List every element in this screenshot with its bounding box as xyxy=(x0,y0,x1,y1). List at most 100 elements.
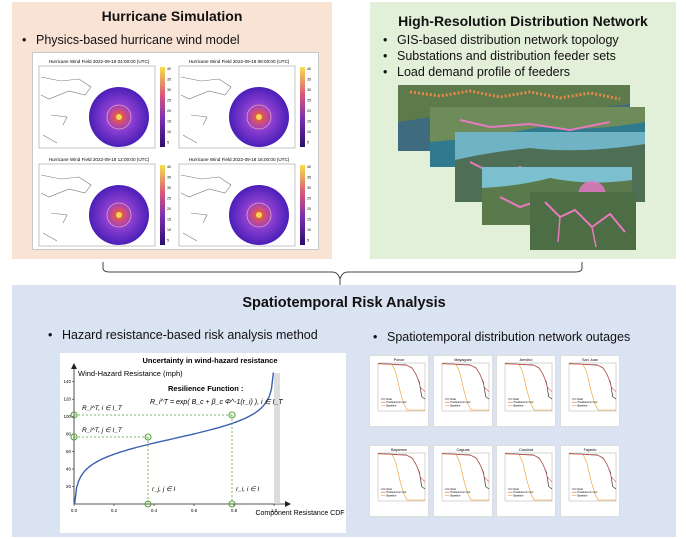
storm-eye xyxy=(116,212,122,218)
outage-plot-frame xyxy=(568,452,616,502)
colorbar-tick: 30 xyxy=(307,186,311,190)
colorbar-tick: 20 xyxy=(307,109,311,113)
outage-plot-title: Mayaguez xyxy=(454,358,472,362)
legend-label: Baseline xyxy=(386,493,397,497)
colorbar-tick: 5 xyxy=(307,141,309,145)
risk-panel-title: Spatiotemporal Risk Analysis xyxy=(242,295,446,311)
wind-ring xyxy=(106,104,132,130)
storm-eye xyxy=(256,114,262,120)
hurricane-bullet: • Physics-based hurricane wind model xyxy=(22,33,240,47)
colorbar-tick: 30 xyxy=(167,186,171,190)
marker-x-left xyxy=(144,500,152,508)
legend-label: Predicted w/ Corr xyxy=(450,490,470,494)
predicted-line xyxy=(568,363,616,393)
outage-plot-title: Ponce xyxy=(394,358,405,362)
coastline xyxy=(42,114,68,144)
coastline xyxy=(180,76,232,100)
colorbar xyxy=(300,165,305,245)
legend-label: Real xyxy=(513,487,519,491)
wind-ring xyxy=(246,104,272,130)
outage-plot-frame xyxy=(377,452,426,502)
label-r-left: r_j, j ∈ I xyxy=(152,486,176,493)
colorbar xyxy=(160,165,165,245)
map-tile-5 xyxy=(530,192,636,250)
storm-eye xyxy=(116,114,122,120)
colorbar-tick: 10 xyxy=(167,228,171,232)
colorbar-tick: 20 xyxy=(167,207,171,211)
x-axis-arrow xyxy=(285,501,291,507)
colorbar-tick: 25 xyxy=(307,99,311,103)
colorbar-tick: 30 xyxy=(167,88,171,92)
colorbar-tick: 5 xyxy=(167,141,169,145)
legend-label: Baseline xyxy=(386,403,397,407)
label-rt-upper: R_i^T, i ∈ I_T xyxy=(82,405,123,412)
outage-plot-frame xyxy=(504,362,553,412)
resistance-curve-svg: Uncertainty in wind-hazard resistance Wi… xyxy=(63,356,344,517)
colorbar-tick: 10 xyxy=(307,228,311,232)
hurricane-panel-title: Hurricane Simulation xyxy=(101,8,243,24)
predicted-line xyxy=(504,453,553,483)
colorbar-tick: 10 xyxy=(307,130,311,134)
network-satellite-maps xyxy=(398,85,645,250)
network-bullet-3-text: Load demand profile of feeders xyxy=(397,65,571,79)
outage-plot-8: Fajardo Real Predicted w/ Corr Baseline xyxy=(559,445,620,517)
colorbar-tick: 35 xyxy=(167,78,171,82)
wind-map-title: Hurricane Wind Field 2022-09-18 04:00:00… xyxy=(49,59,150,64)
legend-label: Baseline xyxy=(513,403,524,407)
legend-label: Predicted w/ Corr xyxy=(513,490,533,494)
legend-label: Baseline xyxy=(450,493,461,497)
outage-plot-frame xyxy=(568,362,616,412)
legend-label: Baseline xyxy=(450,403,461,407)
bracket-connector xyxy=(102,262,583,285)
distribution-network-panel: High-Resolution Distribution Network • GI… xyxy=(370,2,676,259)
colorbar-tick: 15 xyxy=(167,218,171,222)
hurricane-bullet-text: Physics-based hurricane wind model xyxy=(36,33,240,47)
colorbar-tick: 40 xyxy=(307,67,311,71)
resistance-curve-figure: Uncertainty in wind-hazard resistance Wi… xyxy=(60,353,346,533)
outage-plot-frame xyxy=(441,362,489,412)
wind-field-maps: Hurricane Wind Field 2022-09-18 04:00:00… xyxy=(38,59,311,247)
curve-plot-ylabel: Wind-Hazard Resistance (mph) xyxy=(78,369,183,378)
legend-label: Predicted w/ Corr xyxy=(577,490,597,494)
colorbar-tick: 15 xyxy=(167,120,171,124)
coastline xyxy=(182,114,208,144)
outage-plot-title: Arecibo xyxy=(520,358,533,362)
wind-field-figure: Hurricane Wind Field 2022-09-18 04:00:00… xyxy=(32,52,319,250)
outage-plot-title: Caguas xyxy=(456,448,469,452)
legend-label: Real xyxy=(450,487,456,491)
colorbar-tick: 40 xyxy=(167,165,171,169)
colorbar-tick: 40 xyxy=(167,67,171,71)
outage-plot-frame xyxy=(377,362,426,412)
wind-ring xyxy=(246,202,272,228)
network-bullet-2: • Substations and distribution feeder set… xyxy=(383,49,616,63)
wind-map-4: Hurricane Wind Field 2022-09-18 16:00:00… xyxy=(178,157,311,247)
colorbar-tick: 20 xyxy=(167,109,171,113)
colorbar-tick: 5 xyxy=(167,239,169,243)
legend-label: Real xyxy=(386,397,392,401)
legend-label: Baseline xyxy=(577,403,588,407)
x-tick-label: 1.0 xyxy=(271,508,278,513)
predicted-line xyxy=(377,453,426,483)
x-tick-label: 0.6 xyxy=(191,508,198,513)
coastline xyxy=(40,174,92,198)
marker-curve-right xyxy=(228,411,236,419)
x-tick-label: 0.0 xyxy=(71,508,78,513)
wind-map-title: Hurricane Wind Field 2022-09-18 12:00:00… xyxy=(49,157,150,162)
risk-left-bullet: • Hazard resistance-based risk analysis m… xyxy=(48,328,318,342)
y-tick-label: 40 xyxy=(66,467,72,472)
x-tick-label: 0.2 xyxy=(111,508,118,513)
marker-axis-lower xyxy=(70,433,78,441)
colorbar-tick: 15 xyxy=(307,218,311,222)
legend-label: Real xyxy=(577,397,583,401)
y-tick-label: 120 xyxy=(63,397,71,402)
outage-plot-title: Fajardo xyxy=(583,448,596,452)
colorbar-tick: 25 xyxy=(167,99,171,103)
network-panel-title: High-Resolution Distribution Network xyxy=(398,13,648,29)
legend-label: Predicted w/ Corr xyxy=(450,400,470,404)
colorbar-tick: 35 xyxy=(167,176,171,180)
colorbar-tick: 40 xyxy=(307,165,311,169)
outage-plot-4: San Juan Real Predicted w/ Corr Baseline xyxy=(559,355,620,427)
